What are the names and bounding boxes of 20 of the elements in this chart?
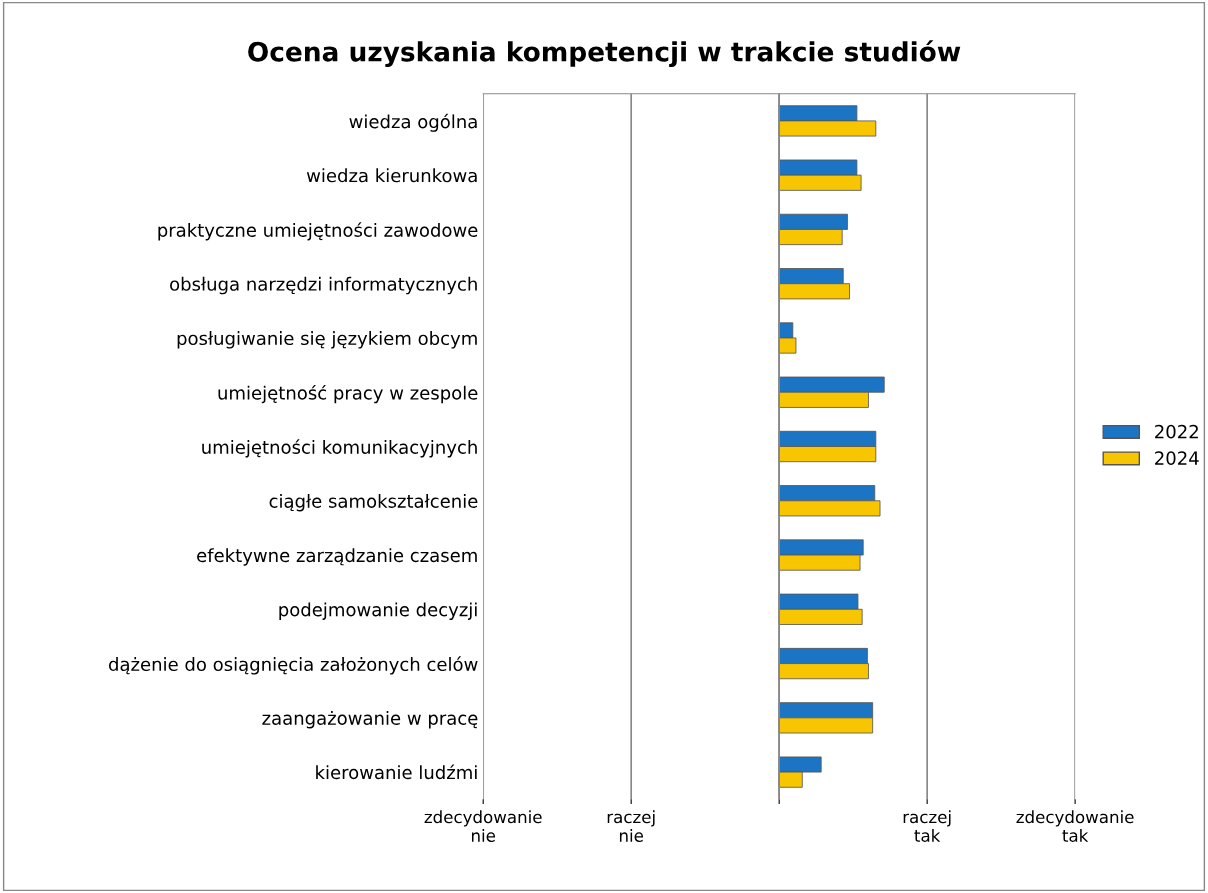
y-tick-label: wiedza kierunkowa xyxy=(306,168,477,183)
y-tick-label: ciągłe samokształcenie xyxy=(269,493,478,512)
y-tick-label: obsługa narzędzi informatycznych xyxy=(170,276,477,295)
text: raczej nie xyxy=(607,810,655,842)
legend-label: 2024 xyxy=(1155,451,1199,465)
y-tick-label: dążenie do osiągnięcia założonych celów xyxy=(109,656,478,675)
legend-label: 2022 xyxy=(1155,424,1198,439)
y-tick-label: kierowanie ludźmi xyxy=(316,764,477,780)
y-tick-label: umiejętność pracy w zespole xyxy=(218,385,478,404)
y-tick-label: zaangażowanie w pracę xyxy=(262,710,478,729)
y-tick-label: posługiwanie się językiem obcym xyxy=(177,331,477,349)
y-tick-label: podejmowanie decyzji xyxy=(279,602,477,620)
text: zdecydowanie tak xyxy=(1016,810,1134,842)
text: raczej tak xyxy=(903,810,951,842)
y-tick-label: umiejętności komunikacyjnych xyxy=(202,439,477,458)
y-tick-label: efektywne zarządzanie czasem xyxy=(197,548,477,566)
chart-title: Ocena uzyskania kompetencji w trakcie studiów xyxy=(248,40,961,67)
y-tick-label: wiedza ogólna xyxy=(349,113,477,132)
text: zdecydowanie nie xyxy=(424,810,542,842)
y-tick-label: praktyczne umiejętności zawodowe xyxy=(158,222,478,241)
